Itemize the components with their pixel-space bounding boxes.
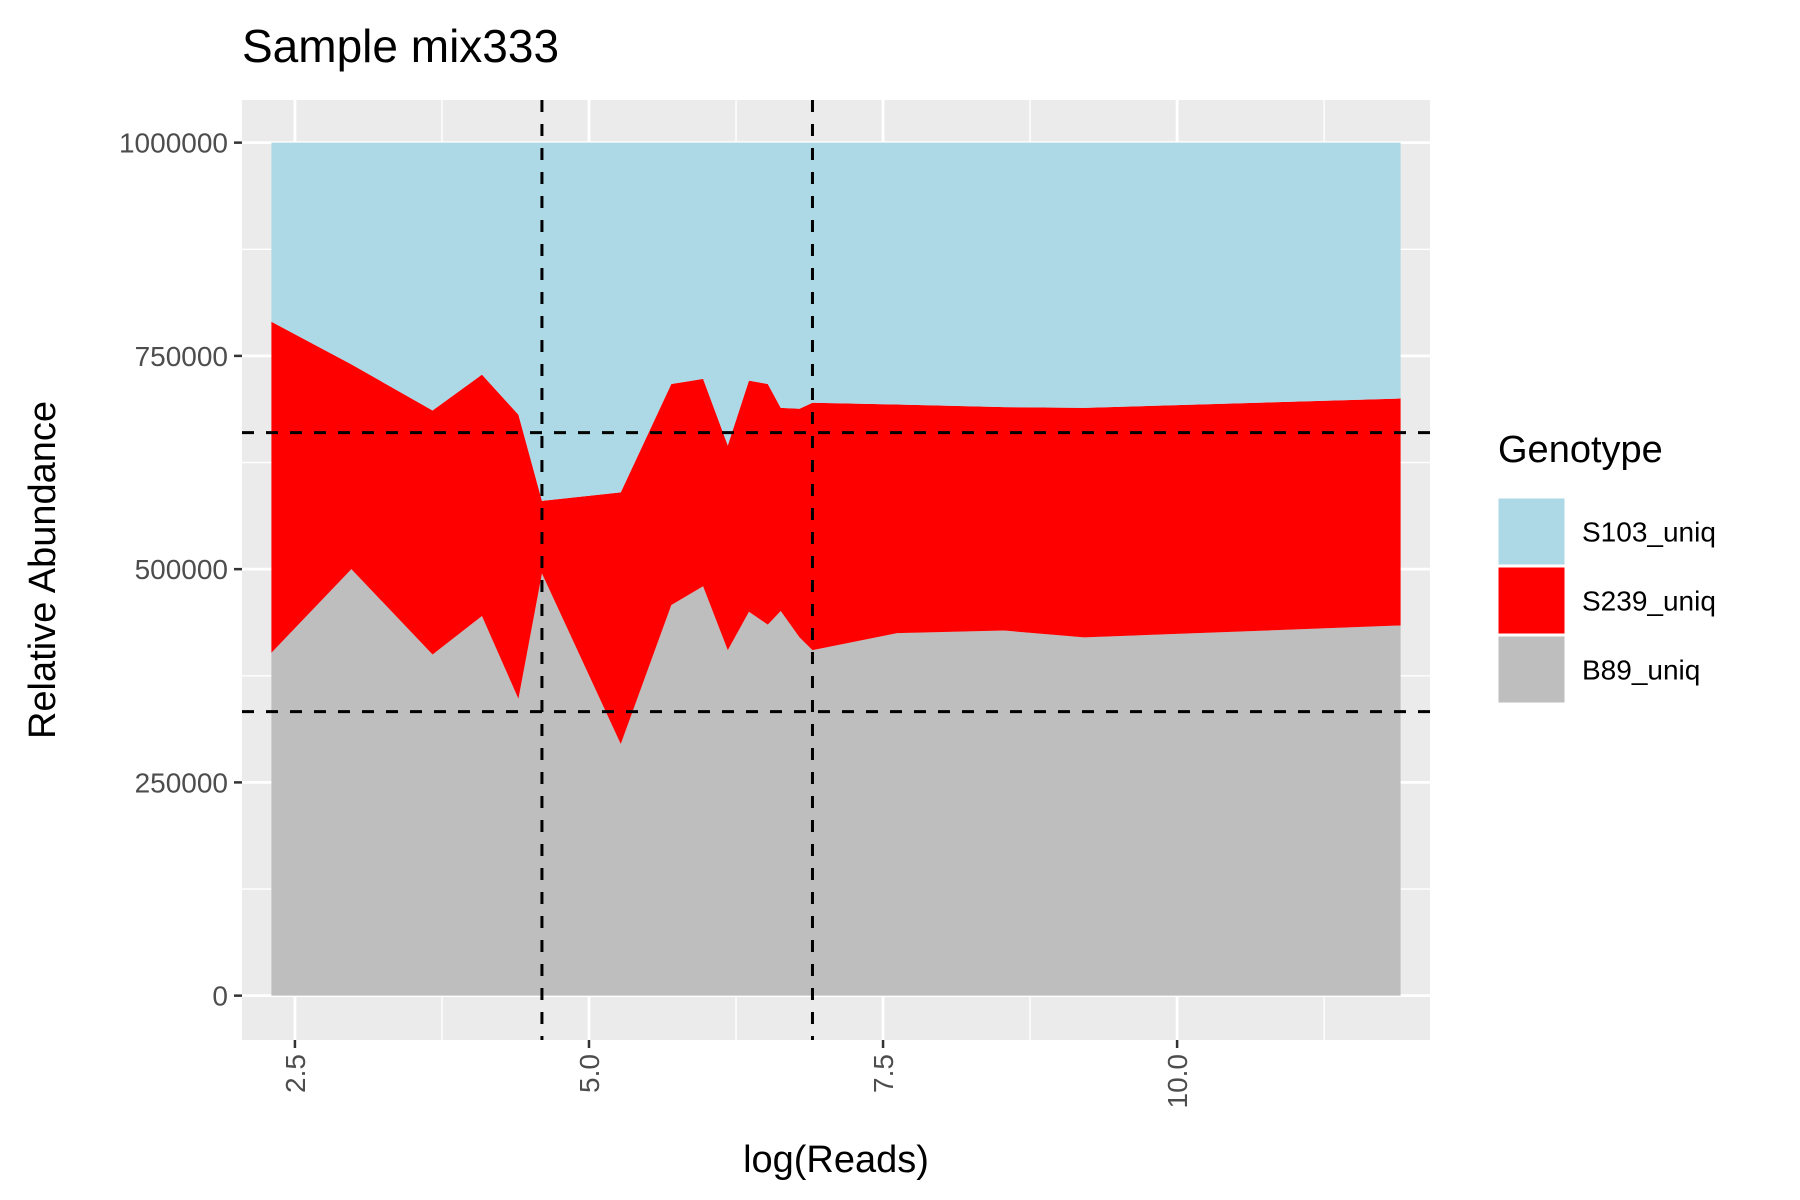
legend-item-label: S239_uniq bbox=[1582, 586, 1716, 617]
x-tick-label: 7.5 bbox=[868, 1054, 899, 1093]
legend-key-swatch bbox=[1495, 564, 1568, 637]
y-tick-label: 1000000 bbox=[119, 128, 228, 159]
legend-key-swatch bbox=[1495, 495, 1568, 568]
legend-item-label: S103_uniq bbox=[1582, 517, 1716, 548]
y-axis: 0 250000 500000 750000 1000000 bbox=[119, 128, 242, 1012]
y-tick-label: 0 bbox=[212, 981, 228, 1012]
legend-item-label: B89_uniq bbox=[1582, 655, 1700, 686]
x-tick-label: 10.0 bbox=[1162, 1054, 1193, 1109]
x-tick-label: 5.0 bbox=[574, 1054, 605, 1093]
y-tick-label: 500000 bbox=[135, 554, 228, 585]
reference-lines bbox=[242, 100, 1430, 1040]
x-axis-title: log(Reads) bbox=[743, 1139, 929, 1181]
legend-key-swatch bbox=[1495, 633, 1568, 706]
chart-title: Sample mix333 bbox=[242, 20, 559, 72]
y-tick-label: 250000 bbox=[135, 767, 228, 798]
x-tick-label: 2.5 bbox=[280, 1054, 311, 1093]
area-series-s239-uniq bbox=[271, 321, 1401, 745]
x-axis: 2.5 5.0 7.5 10.0 bbox=[280, 1040, 1193, 1109]
area-series-s103-uniq bbox=[271, 142, 1401, 501]
y-axis-title: Relative Abundance bbox=[22, 401, 64, 739]
area-series-b89-uniq bbox=[271, 569, 1401, 996]
stacked-areas bbox=[271, 142, 1401, 996]
legend: Genotype S103_uniq S239_uniq B89_uniq bbox=[1495, 429, 1716, 706]
y-tick-label: 750000 bbox=[135, 341, 228, 372]
legend-title: Genotype bbox=[1498, 429, 1663, 471]
